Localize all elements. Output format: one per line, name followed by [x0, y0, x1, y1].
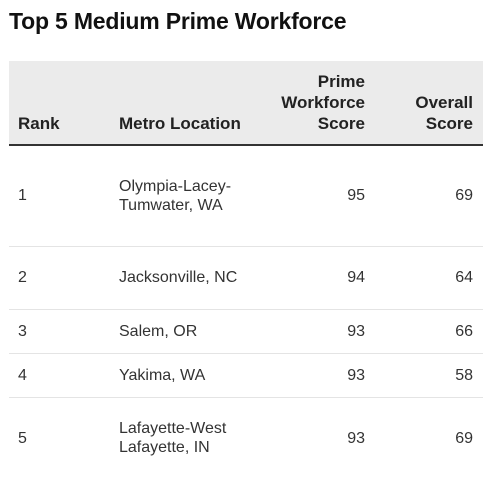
rankings-table-container: Rank Metro Location Prime Workforce Scor…	[9, 61, 483, 479]
cell-metro-location: Lafayette-West Lafayette, IN	[119, 420, 227, 457]
table-row: 1 Olympia-Lacey-Tumwater, WA 95 69	[9, 145, 483, 247]
cell-prime-workforce-score: 95	[259, 145, 375, 247]
cell-rank: 3	[9, 309, 109, 354]
cell-rank: 4	[9, 353, 109, 398]
column-header-prime-workforce-score: Prime Workforce Score	[259, 61, 375, 146]
table-row: 3 Salem, OR 93 66	[9, 309, 483, 354]
table-header: Rank Metro Location Prime Workforce Scor…	[9, 61, 483, 146]
cell-rank: 5	[18, 429, 27, 447]
table-body: 1 Olympia-Lacey-Tumwater, WA 95 69 2 Jac…	[9, 145, 483, 479]
cell-metro-location: Yakima, WA	[109, 353, 259, 398]
table-row: 4 Yakima, WA 93 58	[9, 353, 483, 398]
cell-rank: 1	[9, 145, 109, 247]
table-row: 5 Lafayette-West Lafayette, IN 93 69	[9, 397, 483, 479]
rankings-table: Rank Metro Location Prime Workforce Scor…	[9, 61, 483, 479]
cell-metro-location: Salem, OR	[109, 309, 259, 354]
cell-overall-score: 58	[375, 353, 483, 398]
cell-metro-location: Olympia-Lacey-Tumwater, WA	[109, 145, 259, 247]
column-header-rank: Rank	[9, 61, 109, 146]
cell-prime-workforce-score: 94	[259, 246, 375, 310]
cell-overall-score: 66	[375, 309, 483, 354]
cell-overall-score: 69	[375, 145, 483, 247]
cell-overall-score: 64	[375, 246, 483, 310]
cell-prime-workforce-score: 93	[259, 353, 375, 398]
column-header-metro-location: Metro Location	[109, 61, 259, 146]
cell-prime-workforce-score: 93	[259, 309, 375, 354]
cell-prime-workforce-score: 93	[347, 429, 365, 447]
cell-overall-score: 69	[455, 429, 473, 447]
table-row: 2 Jacksonville, NC 94 64	[9, 246, 483, 310]
cell-rank: 2	[9, 246, 109, 310]
column-header-overall-score: Overall Score	[375, 61, 483, 146]
header-row: Rank Metro Location Prime Workforce Scor…	[9, 61, 483, 146]
page-title: Top 5 Medium Prime Workforce	[9, 8, 347, 34]
cell-metro-location: Jacksonville, NC	[109, 246, 259, 310]
